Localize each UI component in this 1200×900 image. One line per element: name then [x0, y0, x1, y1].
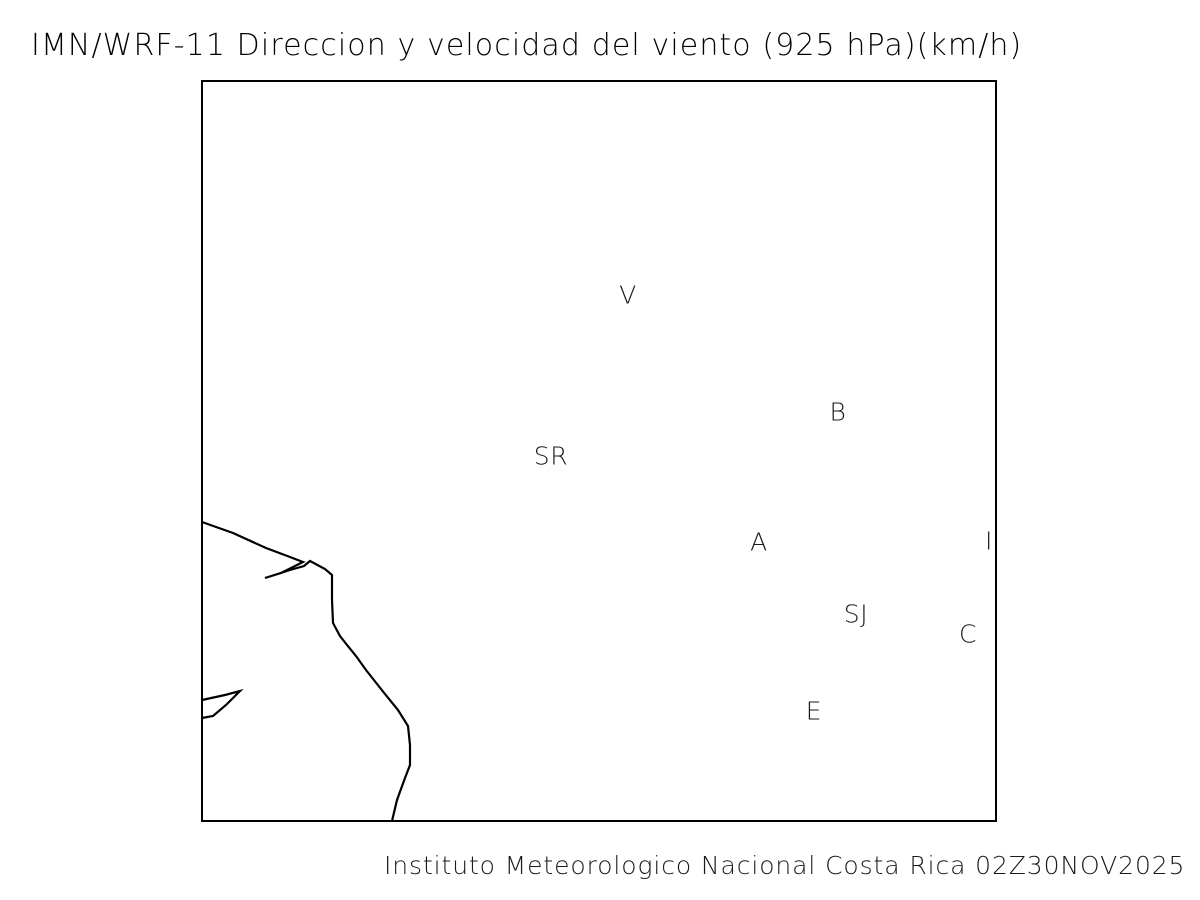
map-frame: [201, 80, 997, 822]
footer-caption: Instituto Meteorologico Nacional Costa R…: [384, 851, 1186, 880]
page-title: IMN/WRF-11 Direccion y velocidad del vie…: [31, 28, 1023, 63]
station-label-v: V: [619, 280, 637, 310]
station-label-e: E: [805, 696, 823, 726]
station-label-sj: SJ: [843, 599, 869, 629]
station-label-sr: SR: [533, 441, 569, 471]
station-label-a: A: [750, 527, 768, 557]
station-label-b: B: [829, 397, 847, 427]
station-label-c: C: [958, 619, 978, 649]
station-label-i: I: [985, 526, 993, 556]
